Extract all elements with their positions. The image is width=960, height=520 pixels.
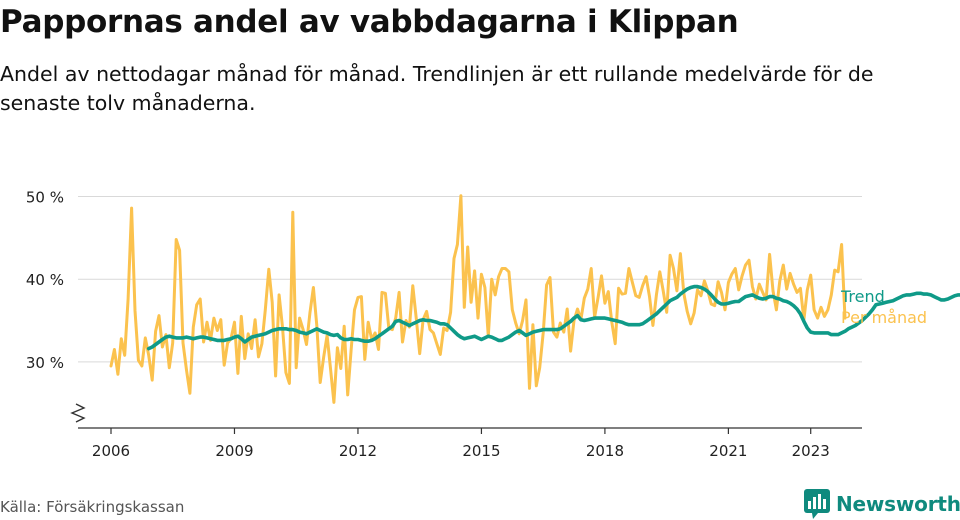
y-tick-label: 50 % (26, 189, 64, 207)
axis-break-icon (70, 403, 86, 423)
legend-trend-label: Trend (840, 287, 885, 306)
source-note: Källa: Försäkringskassan (0, 498, 185, 516)
legend-per-month-label: Per månad (841, 308, 927, 327)
brand-name: Newsworthy (836, 492, 960, 516)
x-tick-label: 2012 (339, 442, 377, 460)
y-tick-label: 40 % (26, 271, 64, 289)
x-tick-label: 2006 (92, 442, 130, 460)
legend: Trend Per månad (840, 287, 927, 327)
x-tick-label: 2021 (709, 442, 747, 460)
trend-line (146, 284, 960, 351)
chart-subtitle: Andel av nettodagar månad för månad. Tre… (0, 62, 874, 115)
axis-break-zigzag (70, 403, 86, 423)
series-lines (109, 194, 960, 404)
y-axis-ticks: 30 % 40 % 50 % (26, 189, 64, 372)
line-chart: 30 % 40 % 50 % 2006 2009 2012 2015 2018 2021 202… (26, 189, 960, 460)
per-month-line (109, 194, 847, 404)
x-tick-label: 2023 (792, 442, 830, 460)
x-axis: 2006 2009 2012 2015 2018 2021 2023 (78, 427, 862, 460)
y-tick-label: 30 % (26, 354, 64, 372)
x-tick-label: 2015 (462, 442, 500, 460)
x-tick-label: 2009 (215, 442, 253, 460)
brand-logo[interactable]: Newsworthy (804, 488, 960, 520)
bar-chart-speech-icon (804, 489, 830, 519)
x-tick-label: 2018 (586, 442, 624, 460)
chart-title: Pappornas andel av vabbdagarna i Klippan (0, 4, 739, 40)
